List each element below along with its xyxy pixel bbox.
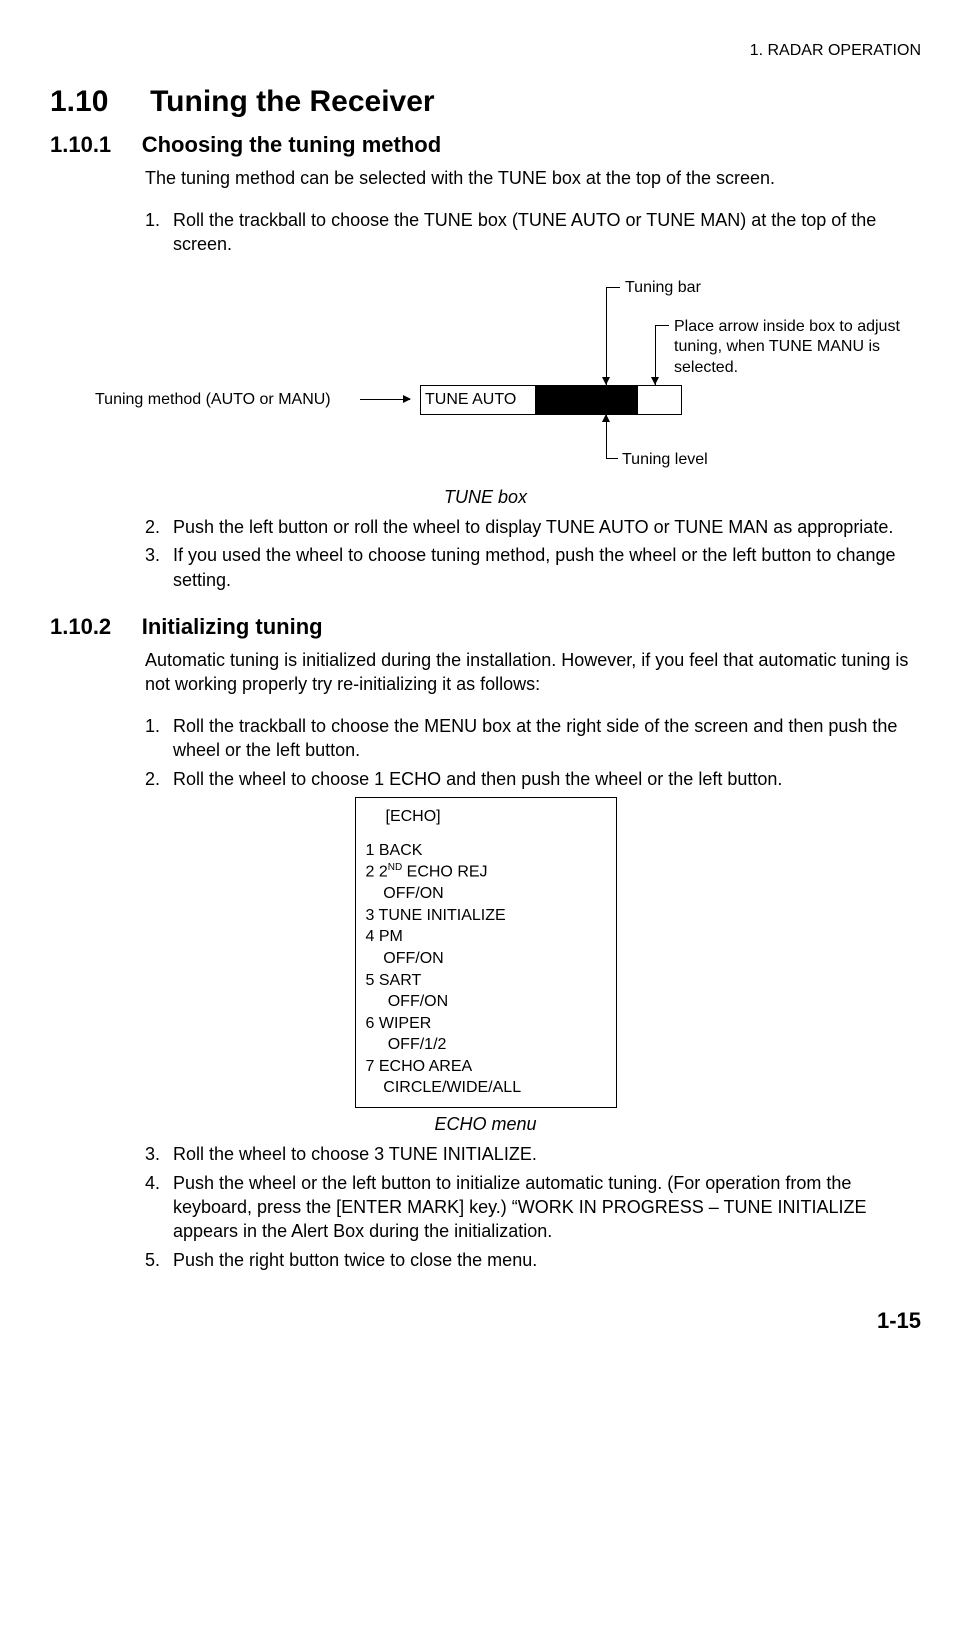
tune-box-caption: TUNE box (50, 485, 921, 509)
arrow-icon (602, 414, 610, 422)
step-text: Roll the trackball to choose the MENU bo… (173, 714, 921, 763)
leader-line (655, 325, 669, 326)
subsection-title: Initializing tuning (142, 614, 323, 639)
arrow-icon (602, 377, 610, 385)
list-item: 5. Push the right button twice to close … (145, 1248, 921, 1272)
steps-1101-part2: 2. Push the left button or roll the whee… (145, 515, 921, 592)
leader-line (606, 458, 618, 459)
step-text: Push the right button twice to close the… (173, 1248, 921, 1272)
echo-menu-caption: ECHO menu (50, 1112, 921, 1136)
echo-item-superscript: ND (388, 862, 402, 873)
intro-text-1101: The tuning method can be selected with t… (145, 166, 921, 190)
tune-box: TUNE AUTO (420, 385, 682, 415)
subsection-number: 1.10.1 (50, 132, 111, 157)
step-text: Roll the wheel to choose 3 TUNE INITIALI… (173, 1142, 921, 1166)
echo-menu-item: 2 2ND ECHO REJ (366, 861, 606, 883)
tune-bar-gap (638, 386, 644, 401)
echo-item-prefix: 2 2 (366, 864, 388, 881)
echo-menu-option: OFF/ON (366, 883, 606, 905)
list-item: 3. Roll the wheel to choose 3 TUNE INITI… (145, 1142, 921, 1166)
section-heading-110: 1.10 Tuning the Receiver (50, 82, 921, 123)
list-item: 3. If you used the wheel to choose tunin… (145, 543, 921, 592)
page-number: 1-15 (50, 1306, 921, 1336)
steps-1102-before: 1. Roll the trackball to choose the MENU… (145, 714, 921, 791)
list-item: 1. Roll the trackball to choose the MENU… (145, 714, 921, 763)
tune-box-diagram: Tuning method (AUTO or MANU) Tuning bar … (50, 277, 921, 477)
echo-menu-option: OFF/1/2 (366, 1034, 606, 1056)
echo-menu-item: 7 ECHO AREA (366, 1056, 606, 1078)
arrow-icon (360, 399, 410, 400)
step-number: 1. (145, 714, 173, 763)
step-number: 2. (145, 767, 173, 791)
echo-menu-option: OFF/ON (366, 948, 606, 970)
subsection-title: Choosing the tuning method (142, 132, 441, 157)
steps-1102-after: 3. Roll the wheel to choose 3 TUNE INITI… (145, 1142, 921, 1271)
section-number: 1.10 (50, 85, 108, 118)
echo-menu-option: OFF/ON (366, 991, 606, 1013)
step-text: Roll the wheel to choose 1 ECHO and then… (173, 767, 921, 791)
leader-line (606, 287, 607, 385)
subsection-number: 1.10.2 (50, 614, 111, 639)
echo-menu-box: [ECHO] 1 BACK 2 2ND ECHO REJ OFF/ON 3 TU… (355, 797, 617, 1108)
step-number: 4. (145, 1171, 173, 1244)
list-item: 2. Push the left button or roll the whee… (145, 515, 921, 539)
step-number: 2. (145, 515, 173, 539)
tune-bar-area (536, 386, 681, 414)
steps-1101-part1: 1. Roll the trackball to choose the TUNE… (145, 208, 921, 257)
section-heading-1102: 1.10.2 Initializing tuning (50, 612, 921, 642)
echo-menu-item: 5 SART (366, 970, 606, 992)
place-arrow-label: Place arrow inside box to adjust tuning,… (674, 317, 934, 379)
method-label: Tuning method (AUTO or MANU) (95, 389, 331, 411)
leader-line (655, 325, 656, 385)
echo-menu-item: 4 PM (366, 926, 606, 948)
section-heading-1101: 1.10.1 Choosing the tuning method (50, 130, 921, 160)
echo-menu-option: CIRCLE/WIDE/ALL (366, 1077, 606, 1099)
leader-line (606, 287, 620, 288)
list-item: 1. Roll the trackball to choose the TUNE… (145, 208, 921, 257)
section-title: Tuning the Receiver (150, 85, 435, 118)
step-text: Push the wheel or the left button to ini… (173, 1171, 921, 1244)
step-text: Push the left button or roll the wheel t… (173, 515, 921, 539)
tuning-bar-label: Tuning bar (625, 277, 701, 299)
page-header: 1. RADAR OPERATION (50, 40, 921, 62)
intro-text-1102: Automatic tuning is initialized during t… (145, 648, 921, 697)
step-number: 3. (145, 1142, 173, 1166)
list-item: 4. Push the wheel or the left button to … (145, 1171, 921, 1244)
echo-item-suffix: ECHO REJ (402, 864, 487, 881)
tune-box-text: TUNE AUTO (421, 386, 536, 414)
step-number: 1. (145, 208, 173, 257)
step-text: If you used the wheel to choose tuning m… (173, 543, 921, 592)
echo-menu-item: 1 BACK (366, 840, 606, 862)
echo-menu-item: 3 TUNE INITIALIZE (366, 905, 606, 927)
step-text: Roll the trackball to choose the TUNE bo… (173, 208, 921, 257)
tune-bar-fill (536, 386, 638, 414)
step-number: 3. (145, 543, 173, 592)
echo-menu-title: [ECHO] (386, 806, 606, 828)
arrow-icon (651, 377, 659, 385)
echo-menu-item: 6 WIPER (366, 1013, 606, 1035)
tuning-level-label: Tuning level (622, 449, 708, 471)
step-number: 5. (145, 1248, 173, 1272)
list-item: 2. Roll the wheel to choose 1 ECHO and t… (145, 767, 921, 791)
